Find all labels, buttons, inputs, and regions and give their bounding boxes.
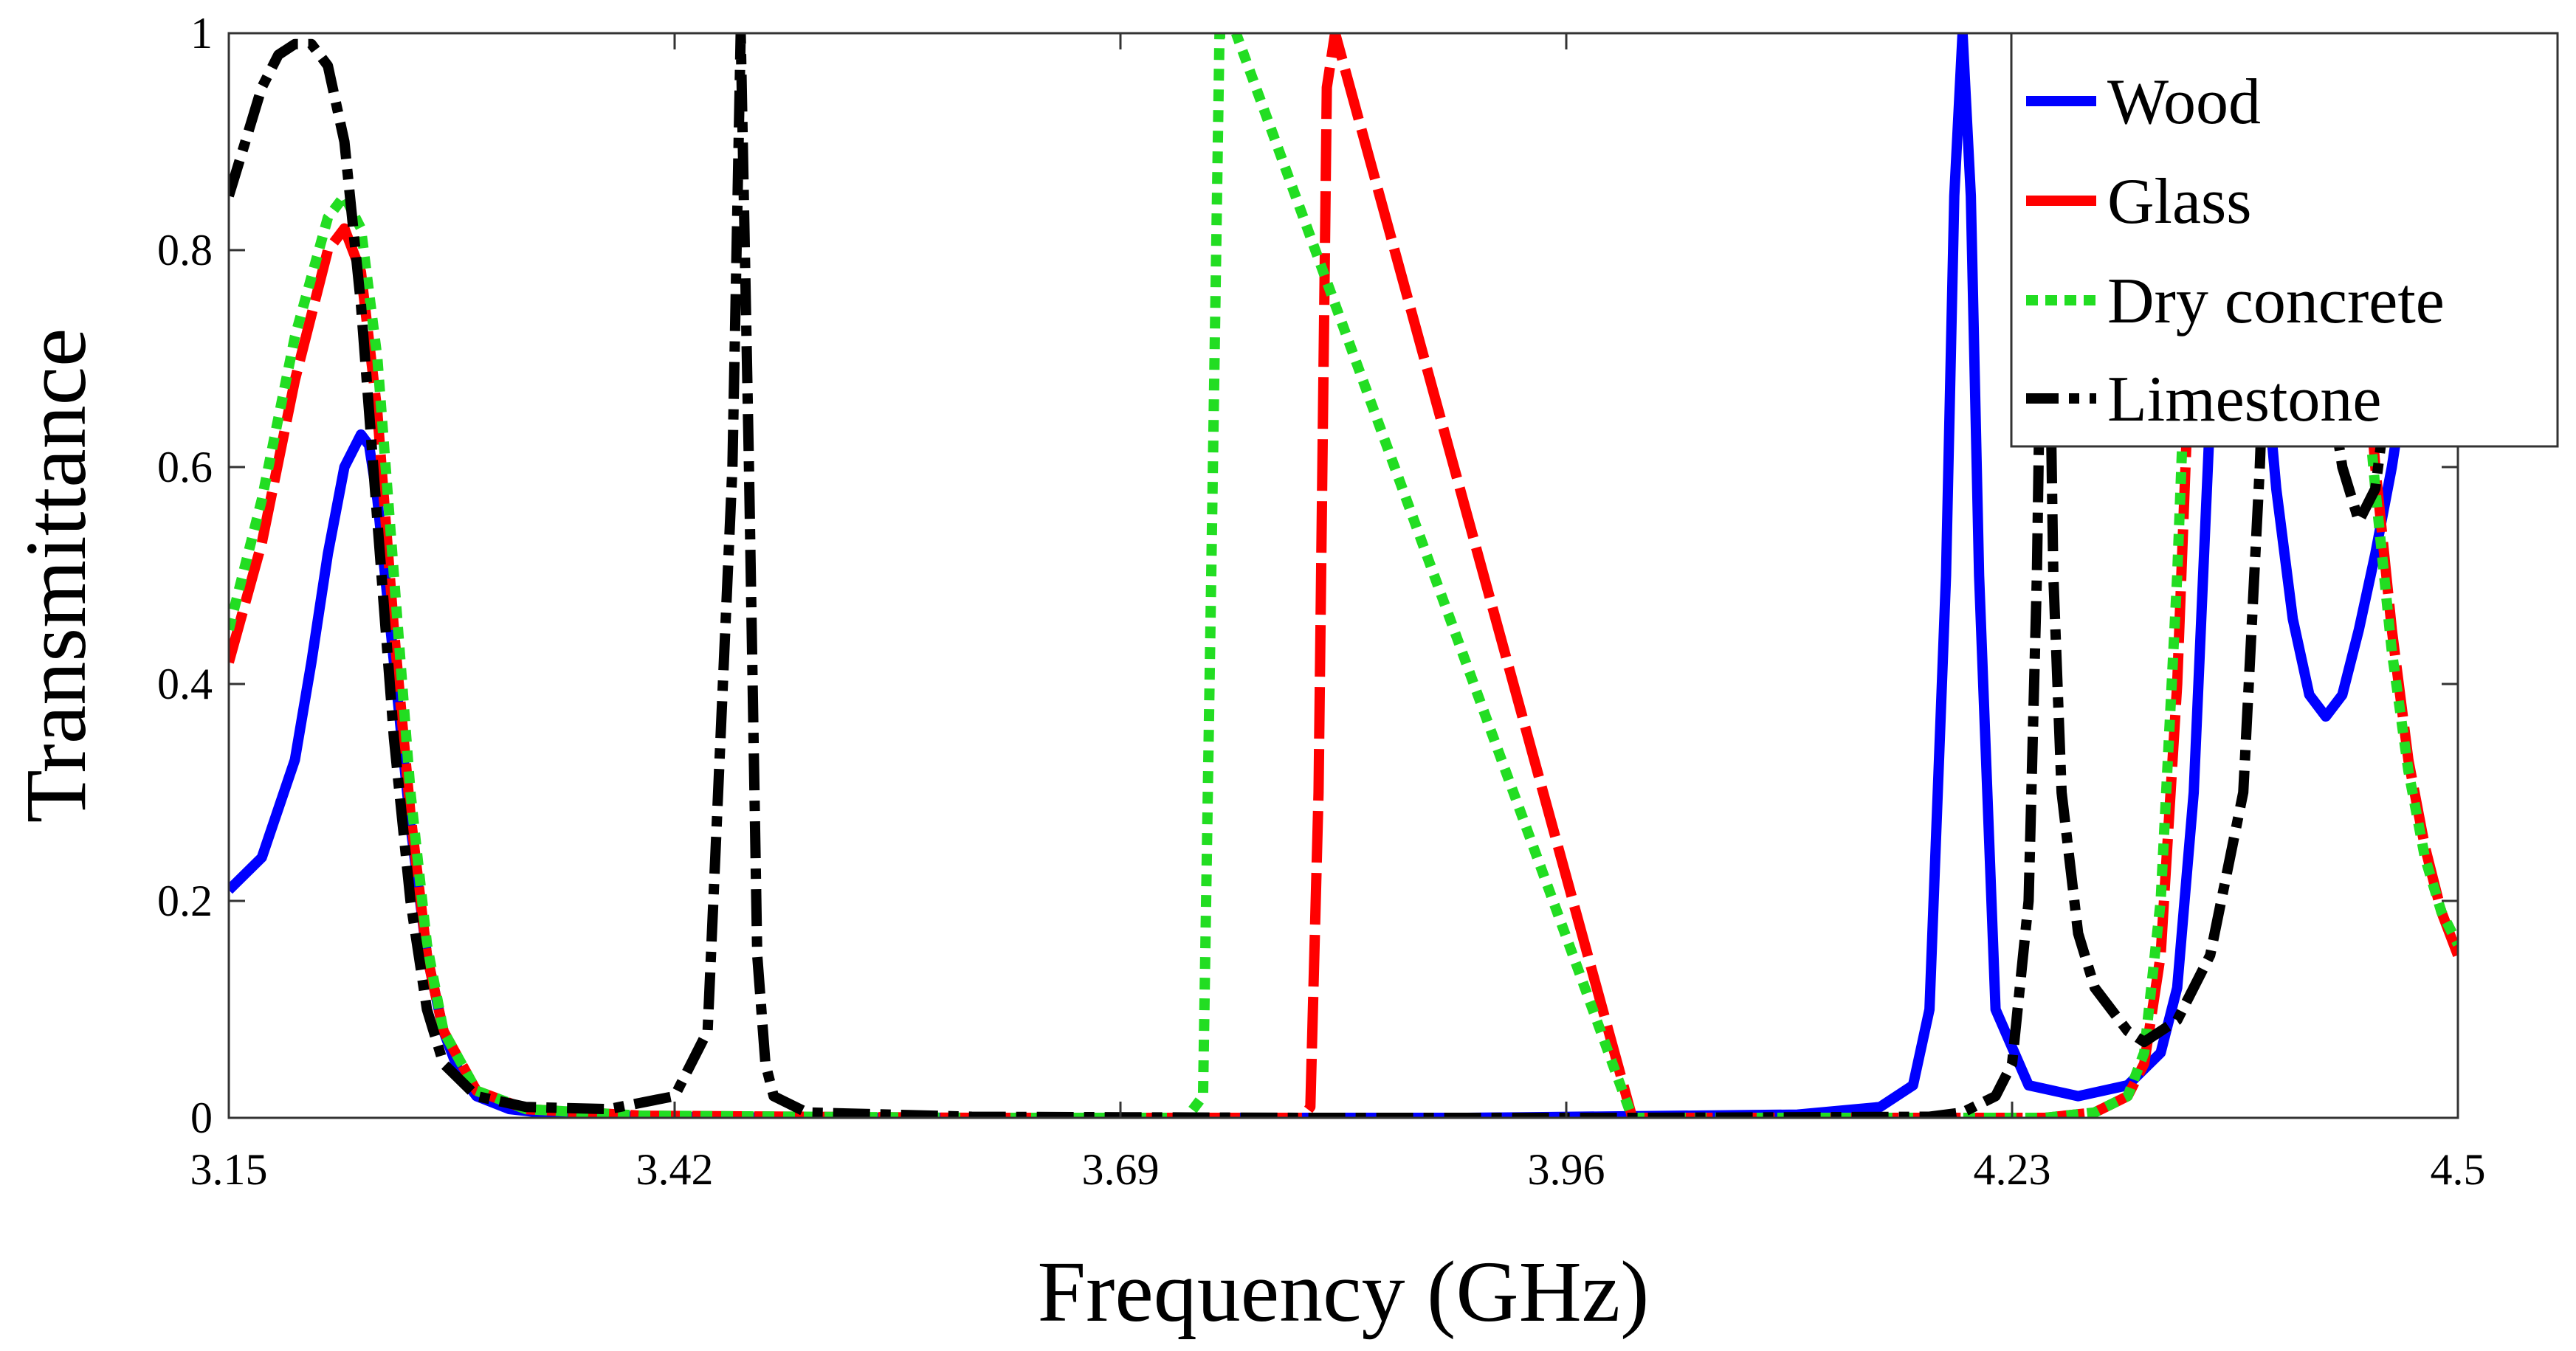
y-tick-label: 1: [190, 9, 213, 58]
x-axis-title: Frequency (GHz): [1038, 1243, 1650, 1340]
y-axis-title: Transmittance: [7, 328, 104, 823]
x-tick-label: 3.15: [190, 1145, 268, 1194]
y-tick-label: 0.2: [157, 877, 213, 925]
x-tick-label: 3.42: [636, 1145, 714, 1194]
x-tick-label: 3.96: [1528, 1145, 1605, 1194]
y-axis: 0 0.2 0.4 0.6 0.8 1: [157, 9, 2458, 1142]
plot-frame: [227, 32, 2459, 1119]
y-tick-label: 0.6: [157, 443, 213, 491]
legend: Wood Glass Dry concrete Limestone: [2010, 32, 2559, 448]
legend-label: Glass: [2107, 166, 2252, 238]
x-tick-label: 4.5: [2431, 1145, 2486, 1194]
y-tick-label: 0.4: [157, 660, 213, 708]
y-tick-label: 0: [190, 1093, 213, 1142]
x-axis: 3.15 3.42 3.69 3.96 4.23 4.5: [190, 33, 2486, 1194]
legend-label: Limestone: [2107, 364, 2381, 435]
x-tick-label: 3.69: [1082, 1145, 1160, 1194]
legend-box: [2010, 32, 2559, 448]
y-tick-label: 0.8: [157, 226, 213, 274]
series-line-limestone: [229, 33, 2458, 1118]
legend-label: Dry concrete: [2107, 266, 2445, 337]
x-tick-label: 4.23: [1974, 1145, 2051, 1194]
legend-label: Wood: [2107, 66, 2261, 138]
